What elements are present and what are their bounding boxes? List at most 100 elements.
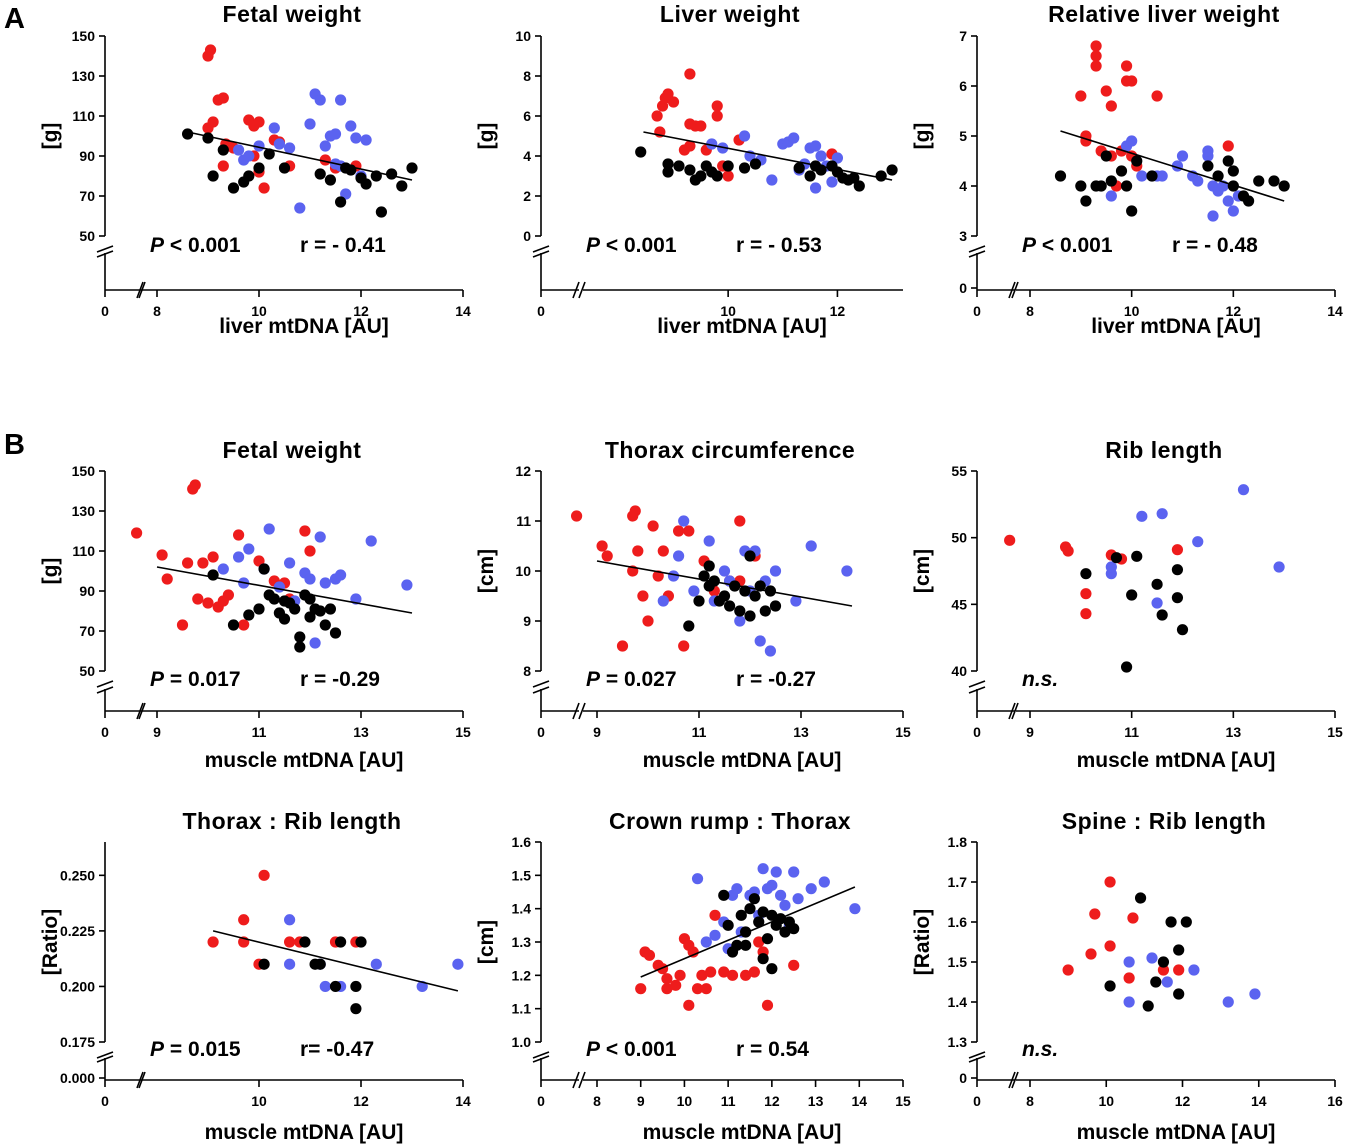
chart-title: Thorax : Rib length [182, 808, 401, 834]
y-tick-label: 90 [79, 148, 95, 164]
data-point-black [749, 590, 761, 602]
data-point-black [848, 172, 860, 184]
y-tick-label: 6 [959, 78, 967, 94]
data-point-black [314, 605, 326, 617]
data-point-black [1120, 180, 1133, 192]
x-tick-label: 12 [353, 1093, 369, 1109]
data-point-black [329, 980, 342, 993]
data-point-black [278, 162, 291, 174]
x-tick-label: 16 [1327, 1093, 1343, 1109]
data-point-black [1080, 568, 1092, 580]
data-point-blue [294, 202, 306, 214]
data-point-black [304, 593, 316, 605]
data-point-blue [792, 893, 804, 905]
data-point-red [711, 100, 723, 112]
data-point-blue [709, 929, 721, 941]
data-point-blue [360, 134, 372, 146]
y-tick-label: 130 [72, 68, 96, 84]
y-axis-label: [g] [911, 123, 934, 150]
data-point-black [1171, 592, 1184, 604]
data-point-red [207, 936, 219, 948]
data-point-blue [731, 883, 743, 895]
data-point-black [875, 170, 887, 182]
data-point-blue [1156, 508, 1168, 520]
x-axis-label: muscle mtDNA [AU] [205, 1121, 404, 1144]
x-tick-label: 11 [252, 724, 267, 740]
r-value-text: r = - 0.41 [300, 234, 386, 257]
data-point-black [735, 909, 747, 921]
data-point-black [1126, 205, 1138, 217]
y-tick-label: 110 [72, 108, 95, 124]
data-point-red [1075, 90, 1087, 102]
x-tick-label: 14 [1327, 303, 1343, 319]
data-point-red [661, 983, 673, 995]
data-point-red [1085, 948, 1097, 960]
y-tick-label: 1.5 [512, 867, 532, 883]
data-point-red [673, 525, 685, 537]
data-point-blue [345, 120, 357, 132]
x-axis-break-mark [1008, 1071, 1016, 1089]
x-axis-label: muscle mtDNA [AU] [1077, 749, 1276, 772]
data-point-black [761, 933, 774, 945]
y-tick-label: 1.6 [948, 914, 968, 930]
chart-5: Thorax circumference 8 9 10 11 12 0 9 11 13 15 musc… [475, 437, 911, 772]
data-point-red [304, 545, 316, 557]
x-tick-label: 13 [808, 1093, 824, 1109]
y-tick-label: 0.175 [60, 1034, 95, 1050]
y-axis-break-mark [532, 686, 550, 694]
x-tick-label: 8 [593, 1093, 601, 1109]
data-point-blue [1126, 135, 1138, 147]
r-value-text: r = -0.27 [736, 668, 816, 691]
data-point-blue [1123, 996, 1135, 1008]
data-point-blue [688, 585, 700, 597]
data-point-blue [273, 138, 285, 150]
data-point-red [647, 520, 659, 532]
y-tick-label: 110 [72, 543, 95, 559]
data-point-black [693, 595, 705, 607]
data-point-red [632, 545, 644, 557]
data-point-blue [678, 515, 690, 527]
data-point-black [1104, 980, 1116, 992]
y-axis-label: [cm] [911, 549, 934, 593]
y-tick-label: 50 [79, 228, 95, 244]
x-axis-label: muscle mtDNA [AU] [643, 1121, 842, 1144]
x-tick-label: 14 [1251, 1093, 1267, 1109]
data-point-blue [309, 637, 321, 649]
data-point-red [670, 979, 682, 991]
data-point-blue [233, 551, 245, 563]
y-axis-break-mark [968, 1051, 986, 1059]
data-point-black [1268, 175, 1280, 187]
data-point-blue [1156, 170, 1168, 182]
y-axis-break-mark [532, 250, 550, 258]
y-axis-break-mark [532, 245, 550, 253]
data-point-red [642, 615, 654, 627]
data-point-blue [1161, 976, 1173, 988]
y-axis-label: [cm] [475, 549, 498, 593]
data-point-black [294, 631, 306, 643]
data-point-black [243, 170, 255, 182]
data-point-blue [1136, 510, 1148, 522]
y-axis-label: [g] [39, 558, 62, 585]
x-axis-break-mark [138, 1071, 146, 1089]
y-tick-label: 1.6 [512, 834, 532, 850]
data-point-black [753, 916, 765, 928]
data-point-black [1100, 150, 1112, 162]
data-point-red [253, 116, 265, 128]
data-point-black [1080, 195, 1092, 207]
data-point-black [258, 563, 270, 575]
x-axis-label: liver mtDNA [AU] [1091, 315, 1261, 338]
x-tick-label: 8 [1026, 303, 1034, 319]
x-axis-break-mark [136, 1071, 144, 1089]
y-tick-label: 9 [523, 613, 531, 629]
data-point-red [635, 983, 647, 995]
y-axis-break-mark [96, 680, 114, 688]
p-value-text: P < 0.001 [150, 234, 241, 257]
data-point-blue [809, 182, 822, 194]
data-point-blue [314, 94, 326, 106]
data-point-red [601, 550, 613, 562]
data-point-black [738, 162, 751, 174]
data-point-red [683, 939, 695, 951]
data-point-blue [350, 132, 362, 144]
data-point-blue [805, 540, 817, 552]
